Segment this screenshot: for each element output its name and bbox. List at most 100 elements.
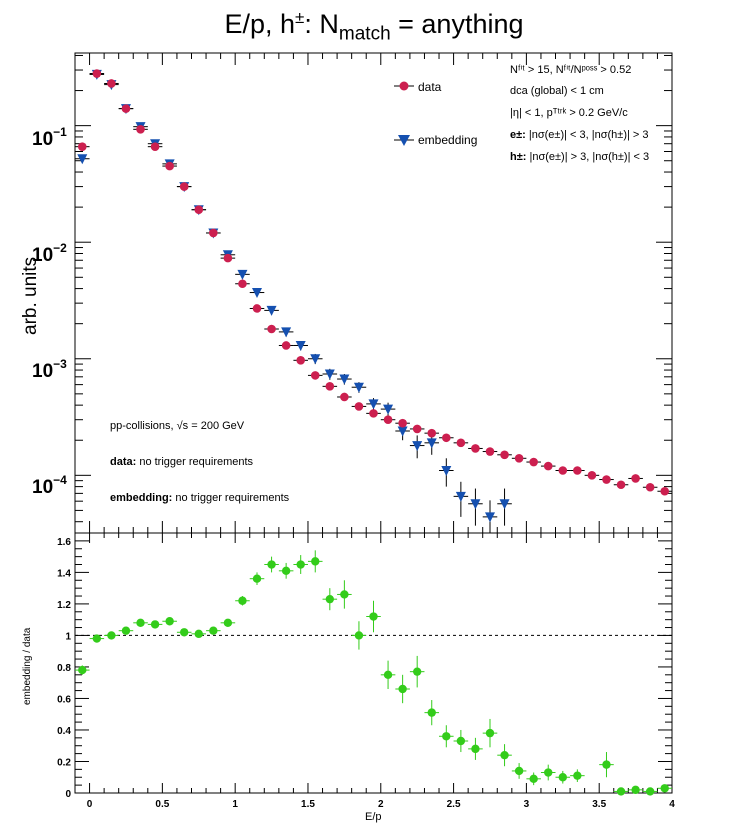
bottom-xtick-label: 2 (378, 799, 384, 810)
title-sup: ± (295, 8, 305, 27)
ratio-point (354, 631, 364, 640)
ratio-point (660, 784, 669, 793)
embedding-point (281, 327, 292, 338)
ratio-point (340, 590, 349, 599)
embedding-point (339, 374, 350, 385)
cut-line-3: |η| < 1, pᵀᵗʳᵏ > 0.2 GeV/c (510, 107, 628, 119)
ratio-point (92, 634, 102, 643)
data-point (660, 486, 670, 496)
legend: data embedding (394, 80, 477, 147)
ratio-point (296, 560, 305, 569)
embedding-point (77, 154, 88, 165)
data-point (325, 382, 335, 391)
top-y-axis-label: arb. units (20, 257, 41, 335)
legend-emb-marker (398, 135, 410, 146)
data-point (412, 424, 422, 434)
data-point (281, 341, 291, 350)
legend-entry-embedding: embedding (394, 133, 477, 147)
top-axis-ticks (74, 53, 673, 533)
data-point (179, 182, 189, 191)
embedding-point (470, 499, 481, 510)
bottom-ytick-label: 1.6 (57, 537, 71, 548)
bottom-xtick-label: 2.5 (447, 799, 461, 810)
embedding-point (310, 354, 321, 365)
bottom-ytick-label: 0 (65, 789, 71, 800)
ratio-point (238, 596, 247, 605)
bottom-x-axis-label: E/p (365, 811, 382, 823)
embedding-point (426, 438, 437, 449)
bottom-xtick-label: 0 (87, 799, 93, 810)
data-point (209, 228, 218, 238)
data-point (354, 402, 364, 411)
data-point (92, 69, 102, 78)
ratio-point (136, 618, 145, 628)
bottom-ytick-label: 0.4 (57, 726, 71, 737)
ratio-point (398, 684, 407, 694)
ratio-point (412, 667, 422, 676)
ratio-point (281, 566, 291, 576)
embedding-point (252, 288, 263, 299)
embedding-point (368, 399, 379, 410)
ratio-point (529, 774, 538, 784)
data-point (383, 415, 393, 425)
ratio-point (311, 557, 320, 566)
title-sub: match (338, 23, 391, 45)
data-point (107, 79, 116, 88)
data-point (296, 356, 305, 365)
data-point (529, 457, 538, 467)
ytick-label-1e-4: 10−4 (32, 473, 67, 498)
ratio-point (267, 560, 276, 569)
ratio-point (558, 773, 567, 782)
bottom-x-tick-labels: 0 0.5 1 1.5 2 2.5 3 3.5 4 (87, 799, 675, 810)
legend-emb-label: embedding (418, 133, 477, 147)
note-collisions: pp-collisions, √s = 200 GeV (110, 420, 245, 432)
ratio-point (573, 771, 582, 780)
data-point (267, 324, 276, 334)
ratio-point (107, 631, 116, 640)
bottom-y-tick-labels: 0 0.2 0.4 0.6 0.8 1 1.2 1.4 1.6 (57, 537, 71, 800)
data-point (136, 125, 145, 134)
embedding-point (412, 441, 423, 452)
ratio-point (78, 665, 87, 675)
data-point (223, 253, 233, 263)
data-point (310, 371, 320, 380)
bottom-ytick-label: 0.2 (57, 757, 71, 768)
legend-entry-data: data (394, 80, 442, 94)
title-base: E/p, h (224, 9, 296, 39)
ratio-point (369, 612, 378, 621)
data-point (77, 142, 87, 151)
data-point (150, 142, 160, 151)
data-point (121, 104, 131, 113)
embedding-point (455, 491, 466, 502)
bottom-xtick-label: 3.5 (592, 799, 606, 810)
ratio-point (165, 617, 174, 626)
bottom-ytick-label: 1.2 (57, 600, 71, 611)
embedding-point (266, 305, 277, 316)
data-point (645, 482, 655, 492)
data-point (616, 480, 626, 490)
ratio-point (485, 728, 495, 738)
ytick-label-1e-1: 10−1 (32, 125, 67, 150)
data-point (631, 474, 640, 483)
cut-line-2: dca (global) < 1 cm (510, 85, 604, 97)
data-point (442, 433, 451, 443)
data-point (238, 279, 247, 289)
ratio-point (544, 768, 553, 777)
data-point (369, 409, 378, 418)
ratio-point (325, 594, 335, 604)
data-point (485, 447, 495, 456)
ratio-point (456, 736, 466, 746)
top-data-marks (75, 69, 672, 533)
data-point (558, 466, 568, 475)
bottom-ytick-label: 1 (65, 631, 71, 642)
top-y-tick-labels: 10−1 10−2 10−3 10−4 (32, 125, 67, 498)
note-data: data: no trigger requirements (110, 456, 254, 468)
ratio-point (194, 629, 203, 639)
bottom-panel-frame (74, 532, 673, 794)
embedding-point (353, 382, 364, 393)
ratio-point (209, 626, 218, 635)
ratio-point (121, 626, 131, 635)
bottom-xtick-label: 1 (232, 799, 238, 810)
